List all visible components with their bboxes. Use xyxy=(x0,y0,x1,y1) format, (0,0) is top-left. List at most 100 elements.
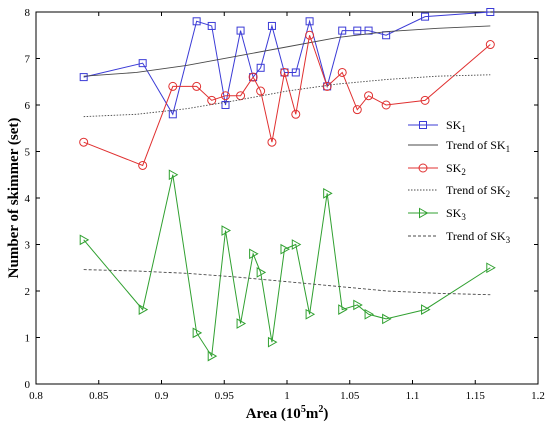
data-point xyxy=(382,313,392,325)
y-tick-label: 5 xyxy=(25,147,31,159)
trend-line xyxy=(83,269,491,296)
data-point xyxy=(256,63,265,72)
data-point xyxy=(485,40,495,50)
legend-label: SK2 xyxy=(446,161,466,177)
legend-marker xyxy=(419,121,427,129)
data-point xyxy=(364,91,374,101)
y-tick-label: 6 xyxy=(25,100,31,112)
data-point xyxy=(168,81,178,91)
x-tick-label: 1 xyxy=(284,390,290,402)
x-axis-title-unit: m xyxy=(306,406,319,422)
trend-line xyxy=(83,25,491,77)
legend-item: SK2 xyxy=(408,161,466,177)
data-point xyxy=(221,101,230,109)
data-point xyxy=(267,137,277,147)
x-axis-title-close: ) xyxy=(323,406,328,422)
series-3 xyxy=(83,74,491,118)
data-point xyxy=(352,105,362,115)
data-point xyxy=(291,109,301,119)
y-tick-label: 1 xyxy=(25,333,31,345)
data-point xyxy=(236,318,247,329)
x-tick-label: 0.9 xyxy=(155,390,169,402)
data-point xyxy=(79,137,89,147)
y-axis-title: Number of skimmer (set) xyxy=(6,118,22,279)
data-point xyxy=(486,262,496,274)
y-tick-label: 2 xyxy=(25,286,31,298)
data-point xyxy=(138,160,148,170)
data-point xyxy=(207,21,216,30)
x-tick-label: 1.1 xyxy=(406,390,420,402)
data-point xyxy=(279,67,289,77)
data-point xyxy=(192,17,201,26)
legend-item: SK1 xyxy=(408,118,466,134)
data-point xyxy=(256,86,266,96)
series-line xyxy=(83,174,491,358)
data-point xyxy=(138,59,147,68)
series-4 xyxy=(79,169,496,362)
x-axis-title-sup: 5 xyxy=(301,404,306,415)
data-point xyxy=(337,67,347,77)
data-point xyxy=(421,304,431,315)
data-point xyxy=(249,248,259,260)
x-axis-title-main: Area (10 xyxy=(246,406,301,422)
data-point xyxy=(364,308,375,320)
data-point xyxy=(305,308,316,320)
x-tick-label: 1.05 xyxy=(340,390,360,402)
data-point xyxy=(267,336,278,348)
series-0 xyxy=(79,8,495,119)
data-point xyxy=(207,350,218,362)
legend-item: Trend of SK1 xyxy=(408,138,510,154)
data-point xyxy=(322,81,332,91)
data-point xyxy=(280,243,291,255)
series-line xyxy=(83,11,491,116)
series-line xyxy=(83,35,491,167)
data-point xyxy=(168,110,177,119)
data-point xyxy=(421,12,430,21)
series-1 xyxy=(83,25,491,77)
y-tick-label: 4 xyxy=(25,193,31,205)
data-point xyxy=(291,239,302,250)
data-point xyxy=(267,21,276,30)
data-point xyxy=(381,100,391,110)
x-tick-label: 0.8 xyxy=(29,390,43,402)
data-point xyxy=(207,95,217,105)
series-2 xyxy=(79,30,495,170)
data-point xyxy=(192,327,203,339)
data-point xyxy=(248,72,258,82)
x-tick-label: 0.85 xyxy=(89,390,109,402)
legend-item: Trend of SK3 xyxy=(408,229,511,245)
x-axis-title-unit-sup: 2 xyxy=(318,404,323,415)
data-point xyxy=(256,267,267,278)
legend-item: Trend of SK2 xyxy=(408,183,510,199)
data-point xyxy=(79,73,88,82)
x-tick-label: 1.2 xyxy=(531,390,545,402)
data-point xyxy=(138,304,149,315)
legend-label: Trend of SK1 xyxy=(446,138,510,154)
legend-label: Trend of SK3 xyxy=(446,229,511,245)
legend-marker xyxy=(418,163,428,173)
data-point xyxy=(291,68,300,77)
data-point xyxy=(353,26,362,35)
data-point xyxy=(236,26,245,35)
data-point xyxy=(192,81,202,91)
data-point xyxy=(353,299,363,311)
data-point xyxy=(236,91,246,101)
legend-marker xyxy=(419,207,429,219)
data-point xyxy=(305,30,315,40)
data-point xyxy=(168,169,179,181)
data-point xyxy=(486,8,495,16)
y-tick-label: 8 xyxy=(25,7,31,19)
data-point xyxy=(420,95,430,105)
data-point xyxy=(305,17,314,26)
trend-line xyxy=(83,74,491,118)
x-tick-label: 0.95 xyxy=(215,390,235,402)
legend-item: SK3 xyxy=(408,206,466,222)
data-point xyxy=(221,225,232,236)
data-point xyxy=(323,187,333,199)
data-point xyxy=(338,304,348,315)
legend-label: SK1 xyxy=(446,118,466,134)
series-5 xyxy=(83,269,491,296)
legend-label: Trend of SK2 xyxy=(446,183,510,199)
data-point xyxy=(338,26,347,35)
